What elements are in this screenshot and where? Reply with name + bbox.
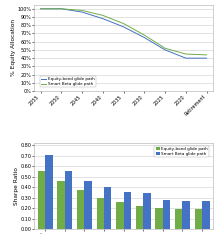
Smart Beta glide path xyxy=(101,14,104,17)
Y-axis label: % Equity Allocation: % Equity Allocation xyxy=(11,19,15,76)
Equity-bond glide path xyxy=(81,11,83,14)
Bar xyxy=(202,201,209,229)
Bar xyxy=(155,208,163,229)
Equity-bond glide path xyxy=(39,7,42,10)
Bar xyxy=(116,202,124,229)
Smart Beta glide path xyxy=(81,9,83,12)
Bar xyxy=(143,194,151,229)
Legend: Equity-bond glide path, Smart Beta glide path: Equity-bond glide path, Smart Beta glide… xyxy=(154,146,209,157)
Bar xyxy=(77,190,84,229)
Smart Beta glide path xyxy=(60,7,63,10)
Equity-bond glide path xyxy=(164,48,166,51)
Y-axis label: Sharpe Ratio: Sharpe Ratio xyxy=(14,167,19,205)
Line: Smart Beta glide path: Smart Beta glide path xyxy=(41,9,207,55)
Bar xyxy=(136,206,143,229)
Bar xyxy=(38,171,45,229)
Bar xyxy=(104,187,111,229)
Bar xyxy=(84,181,92,229)
Equity-bond glide path xyxy=(122,26,125,28)
Equity-bond glide path xyxy=(101,17,104,20)
Bar xyxy=(175,209,183,229)
Equity-bond glide path xyxy=(205,57,208,60)
Smart Beta glide path xyxy=(122,22,125,25)
Bar xyxy=(183,201,190,229)
Equity-bond glide path xyxy=(185,57,187,60)
Bar xyxy=(124,192,131,229)
Bar xyxy=(45,154,53,229)
Bar xyxy=(163,200,170,229)
Line: Equity-bond glide path: Equity-bond glide path xyxy=(41,9,207,58)
Smart Beta glide path xyxy=(164,47,166,50)
Equity-bond glide path xyxy=(60,7,63,10)
Bar xyxy=(97,198,104,229)
Legend: Equity-bond glide path, Smart Beta glide path: Equity-bond glide path, Smart Beta glide… xyxy=(40,76,95,87)
Smart Beta glide path xyxy=(143,34,146,37)
Smart Beta glide path xyxy=(39,7,42,10)
Equity-bond glide path xyxy=(143,36,146,39)
Smart Beta glide path xyxy=(185,53,187,55)
Bar xyxy=(57,181,65,229)
Bar xyxy=(195,209,202,229)
Smart Beta glide path xyxy=(205,54,208,56)
Bar xyxy=(65,171,72,229)
